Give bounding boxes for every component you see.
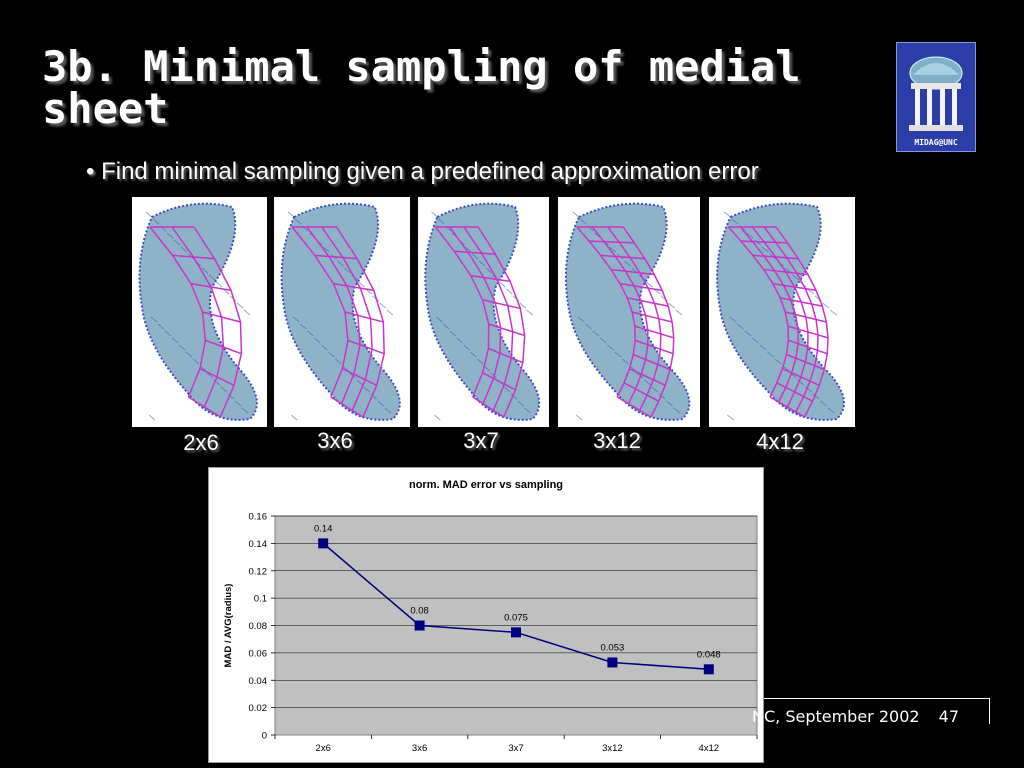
x-tick-label: 3x6 <box>412 743 427 754</box>
y-tick-label: 0.14 <box>249 539 268 550</box>
panel-3x12 <box>558 197 700 427</box>
panel-label: 3x6 <box>317 428 353 453</box>
slide-title: 3b. Minimal sampling of medial sheet <box>42 42 801 133</box>
panel-label: 3x7 <box>463 428 499 453</box>
data-label: 0.075 <box>504 612 528 623</box>
panel-3x6 <box>274 197 410 427</box>
data-label: 0.14 <box>314 523 333 534</box>
y-tick-label: 0.12 <box>249 566 268 577</box>
data-point <box>414 620 425 631</box>
error-chart: norm. MAD error vs sampling 0 0.02 0.04 0.06… <box>208 467 764 763</box>
panel-3x7 <box>418 197 549 427</box>
y-tick-label: 0.06 <box>249 648 268 659</box>
x-tick-label: 3x7 <box>508 743 523 754</box>
x-tick-label: 4x12 <box>698 743 719 754</box>
medial-sheet-figure <box>138 202 258 421</box>
medial-sheet-figure <box>564 202 691 421</box>
footer-divider <box>764 698 990 699</box>
footer: NC, September 2002 47 <box>752 707 959 726</box>
data-point <box>318 538 329 549</box>
y-tick-label: 0.16 <box>249 512 268 523</box>
footer-text: NC, September 2002 <box>752 707 920 726</box>
data-point <box>703 664 714 675</box>
x-tick-label: 2x6 <box>316 743 331 754</box>
panel-label: 2x6 <box>183 430 219 455</box>
data-label: 0.048 <box>697 649 721 660</box>
midag-logo: MIDAG@UNC <box>896 42 976 152</box>
y-tick-label: 0.04 <box>249 676 268 687</box>
y-tick-label: 0.02 <box>249 703 268 714</box>
chart-title: norm. MAD error vs sampling <box>409 479 563 491</box>
data-point <box>511 627 521 638</box>
y-axis-label: MAD / AVG(radius) <box>223 584 234 668</box>
medial-sheet-figure <box>424 202 541 421</box>
y-tick-label: 0.08 <box>249 621 268 632</box>
footer-divider-vertical <box>989 698 990 724</box>
logo-text: MIDAG@UNC <box>914 138 958 147</box>
panel-2x6 <box>132 197 267 427</box>
line-chart: norm. MAD error vs sampling 0 0.02 0.04 0.06… <box>223 479 758 754</box>
data-label: 0.053 <box>601 642 625 653</box>
bullet-point: • Find minimal sampling given a predefin… <box>86 158 759 185</box>
medial-sheet-figure <box>280 202 401 421</box>
data-label: 0.08 <box>410 606 429 617</box>
medial-sheet-figure <box>716 202 846 421</box>
panel-label: 3x12 <box>593 428 641 453</box>
y-tick-label: 0 <box>262 731 267 742</box>
data-point <box>607 657 618 668</box>
page-number: 47 <box>938 707 960 726</box>
x-tick-label: 3x12 <box>602 743 623 754</box>
panel-4x12 <box>709 197 855 427</box>
y-tick-label: 0.1 <box>254 594 267 605</box>
pavilion-icon <box>909 56 963 131</box>
panel-label: 4x12 <box>756 429 804 454</box>
